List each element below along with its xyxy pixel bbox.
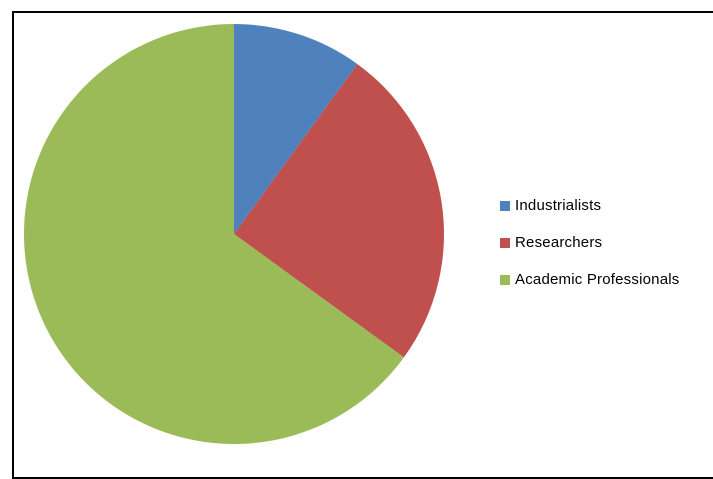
legend-item-academic-professionals: Academic Professionals — [500, 270, 679, 289]
legend-label-academic-professionals: Academic Professionals — [515, 271, 680, 288]
pie-slice-industrialists — [234, 24, 358, 234]
chart-frame: Industrialists Researchers Academic Prof… — [12, 11, 713, 479]
legend-item-researchers: Researchers — [500, 233, 679, 252]
legend-label-industrialists: Industrialists — [515, 197, 602, 214]
legend-label-researchers: Researchers — [515, 234, 603, 251]
legend-item-industrialists: Industrialists — [500, 196, 679, 215]
legend-swatch-academic-professionals — [500, 274, 510, 285]
pie-slice-academic-professionals — [23, 23, 404, 444]
legend-swatch-researchers — [500, 237, 510, 248]
legend-swatch-industrialists — [500, 200, 510, 211]
pie-chart — [23, 23, 444, 444]
legend: Industrialists Researchers Academic Prof… — [500, 196, 679, 307]
pie-slice-researchers — [234, 64, 444, 358]
